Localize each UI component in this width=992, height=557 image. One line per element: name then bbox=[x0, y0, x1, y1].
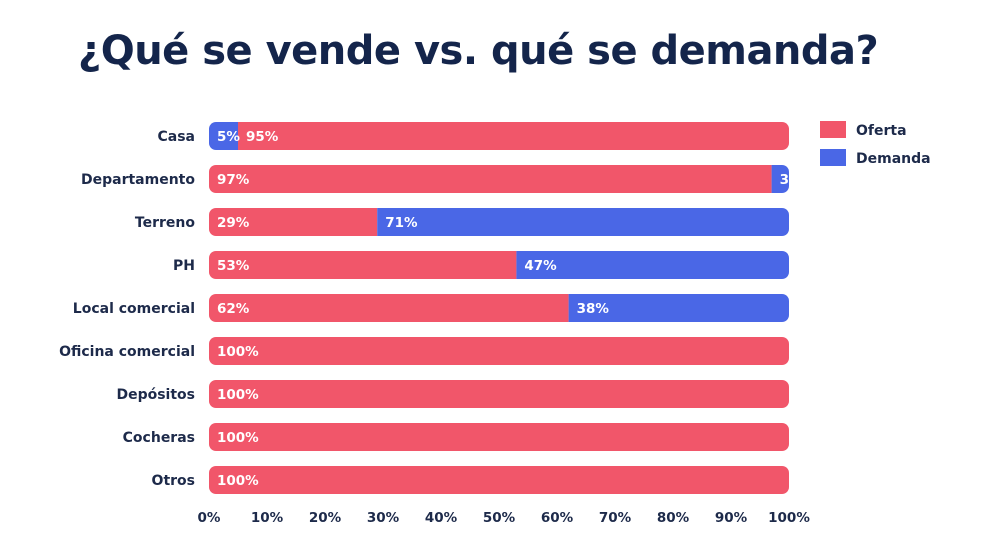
bar-row-ph bbox=[209, 251, 789, 279]
category-label-oficina-comercial: Oficina comercial bbox=[59, 344, 195, 360]
data-label-demanda-local-comercial: 38% bbox=[577, 301, 610, 317]
data-label-demanda-terreno: 71% bbox=[385, 215, 418, 231]
category-label-departamento: Departamento bbox=[81, 172, 195, 188]
category-label-ph: PH bbox=[173, 258, 195, 274]
category-label-depositos: Depósitos bbox=[116, 387, 195, 403]
bar-demanda-terreno bbox=[377, 208, 789, 236]
bar-demanda-departamento bbox=[771, 165, 789, 193]
data-label-oferta-terreno: 29% bbox=[217, 215, 250, 231]
x-tick-label-10: 100% bbox=[768, 510, 810, 526]
x-tick-label-1: 10% bbox=[251, 510, 284, 526]
x-tick-label-9: 90% bbox=[715, 510, 748, 526]
bar-row-cocheras bbox=[209, 423, 789, 451]
data-label-demanda-ph: 47% bbox=[524, 258, 557, 274]
category-label-casa: Casa bbox=[157, 129, 195, 145]
category-label-local-comercial: Local comercial bbox=[73, 301, 195, 317]
x-tick-label-4: 40% bbox=[425, 510, 458, 526]
x-tick-label-6: 60% bbox=[541, 510, 574, 526]
bar-demanda-casa bbox=[209, 122, 238, 150]
x-tick-label-8: 80% bbox=[657, 510, 690, 526]
bar-row-terreno bbox=[209, 208, 789, 236]
legend-label-demanda: Demanda bbox=[856, 151, 931, 167]
bar-oferta-oficina-comercial bbox=[209, 337, 789, 365]
bar-oferta-cocheras bbox=[209, 423, 789, 451]
data-label-oferta-cocheras: 100% bbox=[217, 430, 259, 446]
x-tick-label-3: 30% bbox=[367, 510, 400, 526]
data-label-oferta-oficina-comercial: 100% bbox=[217, 344, 259, 360]
bar-row-departamento bbox=[209, 165, 789, 193]
x-tick-label-2: 20% bbox=[309, 510, 342, 526]
x-tick-label-0: 0% bbox=[198, 510, 221, 526]
bar-row-oficina-comercial bbox=[209, 337, 789, 365]
legend-swatch-oferta bbox=[820, 121, 846, 138]
bar-row-casa bbox=[209, 122, 789, 150]
bar-row-local-comercial bbox=[209, 294, 789, 322]
data-label-oferta-ph: 53% bbox=[217, 258, 250, 274]
bar-oferta-otros bbox=[209, 466, 789, 494]
x-tick-label-5: 50% bbox=[483, 510, 516, 526]
category-label-otros: Otros bbox=[152, 473, 195, 489]
data-label-oferta-local-comercial: 62% bbox=[217, 301, 250, 317]
category-label-cocheras: Cocheras bbox=[123, 430, 195, 446]
bar-oferta-terreno bbox=[209, 208, 378, 236]
bar-oferta-casa bbox=[238, 122, 789, 150]
bar-demanda-ph bbox=[516, 251, 789, 279]
bar-oferta-ph bbox=[209, 251, 517, 279]
x-tick-label-7: 70% bbox=[599, 510, 632, 526]
bar-row-otros bbox=[209, 466, 789, 494]
category-label-terreno: Terreno bbox=[135, 215, 195, 231]
legend-swatch-demanda bbox=[820, 149, 846, 166]
data-label-oferta-casa: 95% bbox=[246, 129, 279, 145]
data-label-demanda-casa: 5% bbox=[217, 129, 240, 145]
bar-row-depositos bbox=[209, 380, 789, 408]
data-label-demanda-departamento: 3% bbox=[780, 172, 803, 188]
bar-oferta-departamento bbox=[209, 165, 772, 193]
data-label-oferta-otros: 100% bbox=[217, 473, 259, 489]
bar-demanda-local-comercial bbox=[568, 294, 789, 322]
chart-title: ¿Qué se vende vs. qué se demanda? bbox=[78, 28, 879, 74]
data-label-oferta-departamento: 97% bbox=[217, 172, 250, 188]
bar-oferta-local-comercial bbox=[209, 294, 569, 322]
bar-oferta-depositos bbox=[209, 380, 789, 408]
legend-label-oferta: Oferta bbox=[856, 123, 907, 139]
data-label-oferta-depositos: 100% bbox=[217, 387, 259, 403]
